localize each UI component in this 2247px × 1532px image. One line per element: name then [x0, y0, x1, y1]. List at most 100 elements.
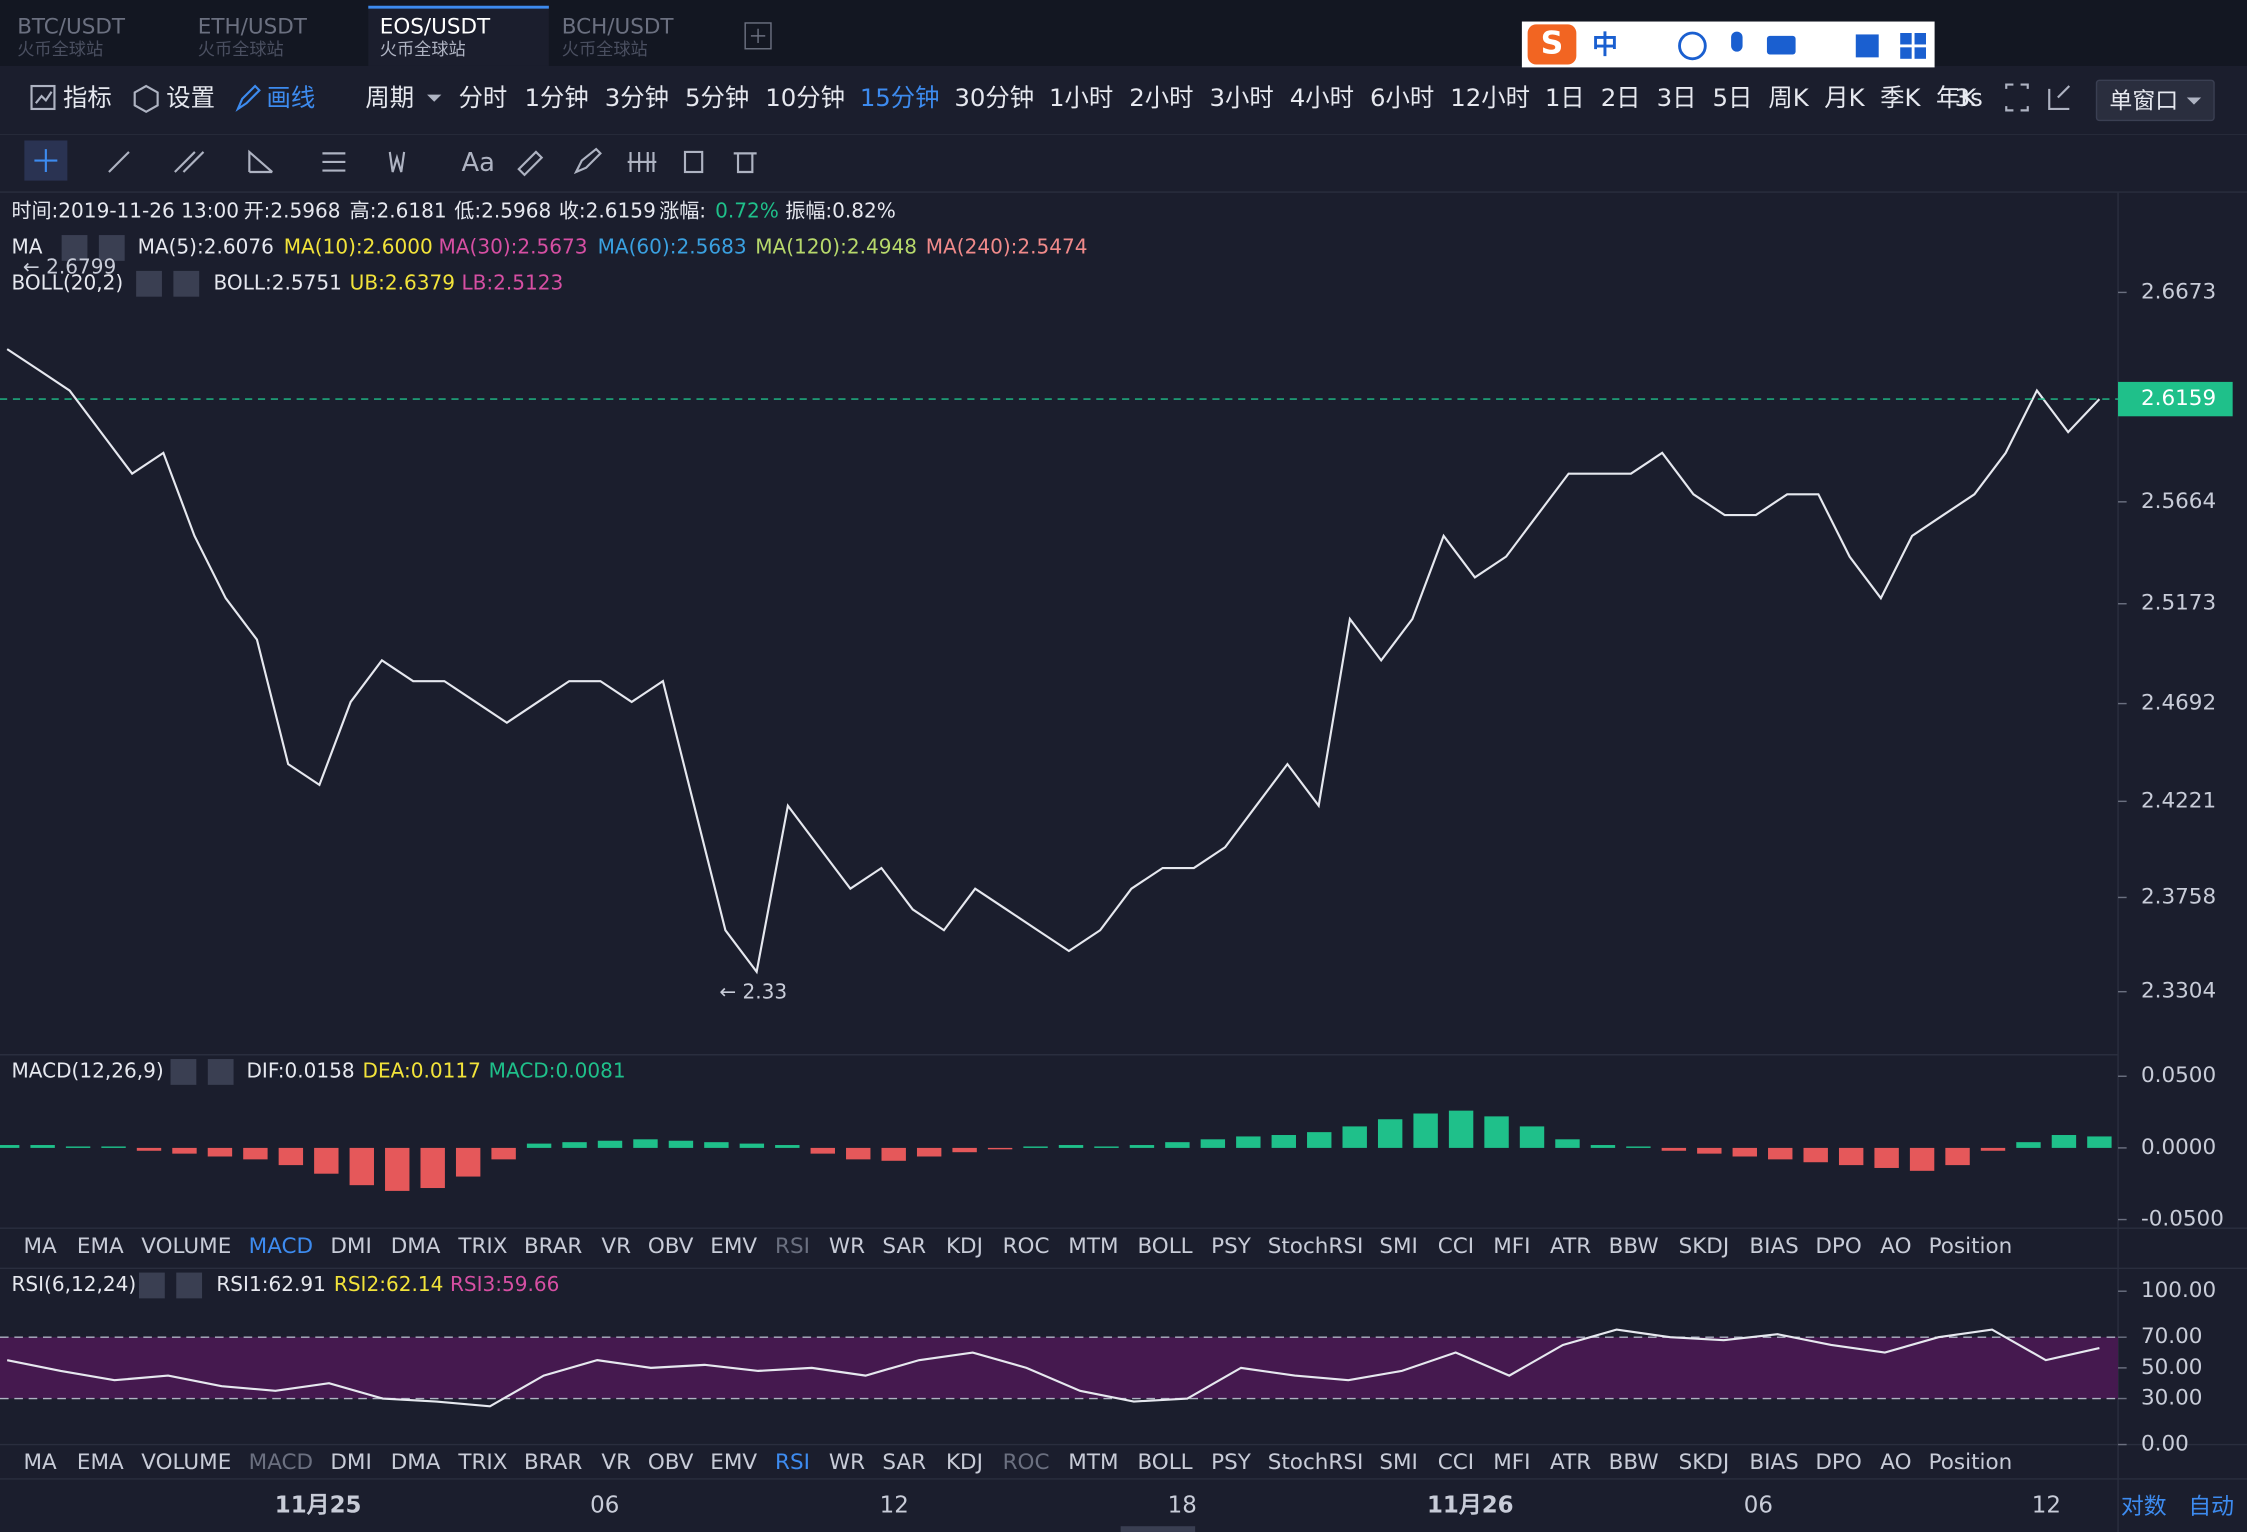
indicator-option[interactable]: SMI — [1379, 1234, 1418, 1259]
indicator-option[interactable]: VR — [601, 1234, 631, 1259]
period-option[interactable]: 30分钟 — [954, 83, 1034, 112]
period-option[interactable]: 1日 — [1545, 83, 1585, 112]
indicator-option[interactable]: ROC — [1003, 1450, 1050, 1475]
toolbar-indicators[interactable]: 指标 — [63, 83, 112, 112]
tab-subtitle[interactable]: 火币全球站 — [562, 40, 648, 60]
indicator-option[interactable]: MFI — [1493, 1234, 1530, 1259]
window-mode[interactable]: 单窗口 — [2109, 88, 2178, 114]
period-option[interactable]: 分时 — [459, 83, 508, 112]
indicator-option[interactable]: MA — [24, 1234, 58, 1259]
scale-mode[interactable]: 对数 — [2121, 1494, 2167, 1520]
indicator-option[interactable]: EMV — [710, 1450, 757, 1475]
indicator-option[interactable]: StochRSI — [1268, 1234, 1364, 1259]
period-option[interactable]: 2小时 — [1129, 83, 1193, 112]
period-option[interactable]: 周K — [1768, 83, 1809, 112]
indicator-option[interactable]: SAR — [882, 1234, 926, 1259]
legend-icon-button[interactable] — [139, 1272, 165, 1299]
toolbar-settings[interactable]: 设置 — [166, 83, 215, 112]
indicator-option[interactable]: DMA — [391, 1234, 441, 1259]
indicator-option[interactable]: KDJ — [946, 1450, 983, 1475]
indicator-option[interactable]: BOLL — [1137, 1234, 1192, 1259]
indicator-option[interactable]: ATR — [1550, 1450, 1591, 1475]
indicator-option[interactable]: MACD — [249, 1234, 313, 1259]
period-option[interactable]: 年K — [1936, 83, 1977, 112]
period-option[interactable]: 季K — [1880, 83, 1921, 112]
indicator-option[interactable]: TRIX — [457, 1450, 507, 1475]
period-option[interactable]: 月K — [1824, 83, 1865, 112]
indicator-option[interactable]: BRAR — [524, 1234, 582, 1259]
period-option[interactable]: 6小时 — [1370, 83, 1434, 112]
period-option[interactable]: 5分钟 — [685, 83, 749, 112]
tab-pair[interactable]: BTC/USDT — [17, 14, 126, 39]
period-option[interactable]: 2日 — [1601, 83, 1641, 112]
indicator-option[interactable]: MA — [24, 1450, 58, 1475]
indicator-option[interactable]: CCI — [1438, 1450, 1474, 1475]
indicator-option[interactable]: MFI — [1493, 1450, 1530, 1475]
indicator-option[interactable]: Position — [1929, 1234, 2013, 1259]
indicator-option[interactable]: KDJ — [946, 1234, 983, 1259]
indicator-option[interactable]: RSI — [775, 1450, 810, 1475]
indicator-option[interactable]: VOLUME — [141, 1234, 231, 1259]
toolbar-period[interactable]: 周期 — [365, 83, 414, 112]
indicator-option[interactable]: EMA — [77, 1234, 124, 1259]
tab-subtitle[interactable]: 火币全球站 — [198, 40, 284, 60]
period-option[interactable]: 3小时 — [1209, 83, 1273, 112]
period-option[interactable]: 1小时 — [1049, 83, 1113, 112]
indicator-option[interactable]: Position — [1929, 1450, 2013, 1475]
period-option[interactable]: 3分钟 — [605, 83, 669, 112]
indicator-option[interactable]: OBV — [648, 1450, 694, 1475]
tab-subtitle[interactable]: 火币全球站 — [380, 40, 466, 60]
period-option[interactable]: 12小时 — [1450, 83, 1530, 112]
indicator-option[interactable]: SMI — [1379, 1450, 1418, 1475]
legend-icon-button[interactable] — [136, 270, 162, 297]
indicator-option[interactable]: BRAR — [524, 1450, 582, 1475]
indicator-option[interactable]: PSY — [1211, 1450, 1252, 1475]
indicator-option[interactable]: DMI — [330, 1234, 371, 1259]
scale-mode[interactable]: 自动 — [2188, 1494, 2234, 1520]
indicator-option[interactable]: EMV — [710, 1234, 757, 1259]
indicator-option[interactable]: MTM — [1068, 1234, 1118, 1259]
indicator-option[interactable]: SKDJ — [1679, 1234, 1730, 1259]
period-option[interactable]: 4小时 — [1290, 83, 1354, 112]
indicator-option[interactable]: EMA — [77, 1450, 124, 1475]
indicator-option[interactable]: WR — [829, 1450, 865, 1475]
indicator-option[interactable]: RSI — [775, 1234, 810, 1259]
period-option[interactable]: 15分钟 — [860, 83, 940, 112]
window-select[interactable] — [2095, 79, 2215, 122]
indicator-option[interactable]: ROC — [1003, 1234, 1050, 1259]
legend-icon-button[interactable] — [176, 1272, 203, 1299]
legend-icon-button[interactable] — [170, 1059, 197, 1085]
period-option[interactable]: 1分钟 — [524, 83, 588, 112]
indicator-option[interactable]: MACD — [249, 1450, 313, 1475]
indicator-option[interactable]: AO — [1880, 1234, 1911, 1259]
text-tool[interactable]: Aa — [461, 148, 494, 178]
indicator-option[interactable]: BIAS — [1749, 1234, 1798, 1259]
toolbar-draw[interactable]: 画线 — [267, 83, 316, 112]
indicator-option[interactable]: OBV — [648, 1234, 694, 1259]
tab-subtitle[interactable]: 火币全球站 — [17, 40, 103, 60]
add-tab[interactable] — [744, 22, 772, 50]
tab-pair[interactable]: EOS/USDT — [380, 14, 491, 39]
indicator-option[interactable]: SAR — [882, 1450, 926, 1475]
indicator-option[interactable]: DPO — [1815, 1450, 1861, 1475]
indicator-option[interactable]: BBW — [1609, 1234, 1659, 1259]
indicator-option[interactable]: ATR — [1550, 1234, 1591, 1259]
ime-mode[interactable]: 中 — [1592, 30, 1618, 60]
period-option[interactable]: 5日 — [1712, 83, 1752, 112]
legend-icon-button[interactable] — [173, 270, 200, 297]
tab-pair[interactable]: BCH/USDT — [562, 14, 675, 39]
indicator-option[interactable]: DMA — [391, 1450, 441, 1475]
indicator-option[interactable]: TRIX — [457, 1234, 507, 1259]
tab-pair[interactable]: ETH/USDT — [198, 14, 308, 39]
indicator-option[interactable]: BOLL — [1137, 1450, 1192, 1475]
period-option[interactable]: 10分钟 — [765, 83, 845, 112]
indicator-option[interactable]: DPO — [1815, 1234, 1861, 1259]
indicator-option[interactable]: AO — [1880, 1450, 1911, 1475]
legend-icon-button[interactable] — [207, 1059, 234, 1085]
period-option[interactable]: 3日 — [1657, 83, 1697, 112]
legend-icon-button[interactable] — [61, 235, 88, 261]
refresh-interval[interactable]: 3s — [1955, 83, 1983, 112]
indicator-option[interactable]: WR — [829, 1234, 865, 1259]
indicator-option[interactable]: VOLUME — [141, 1450, 231, 1475]
indicator-option[interactable]: CCI — [1438, 1234, 1474, 1259]
